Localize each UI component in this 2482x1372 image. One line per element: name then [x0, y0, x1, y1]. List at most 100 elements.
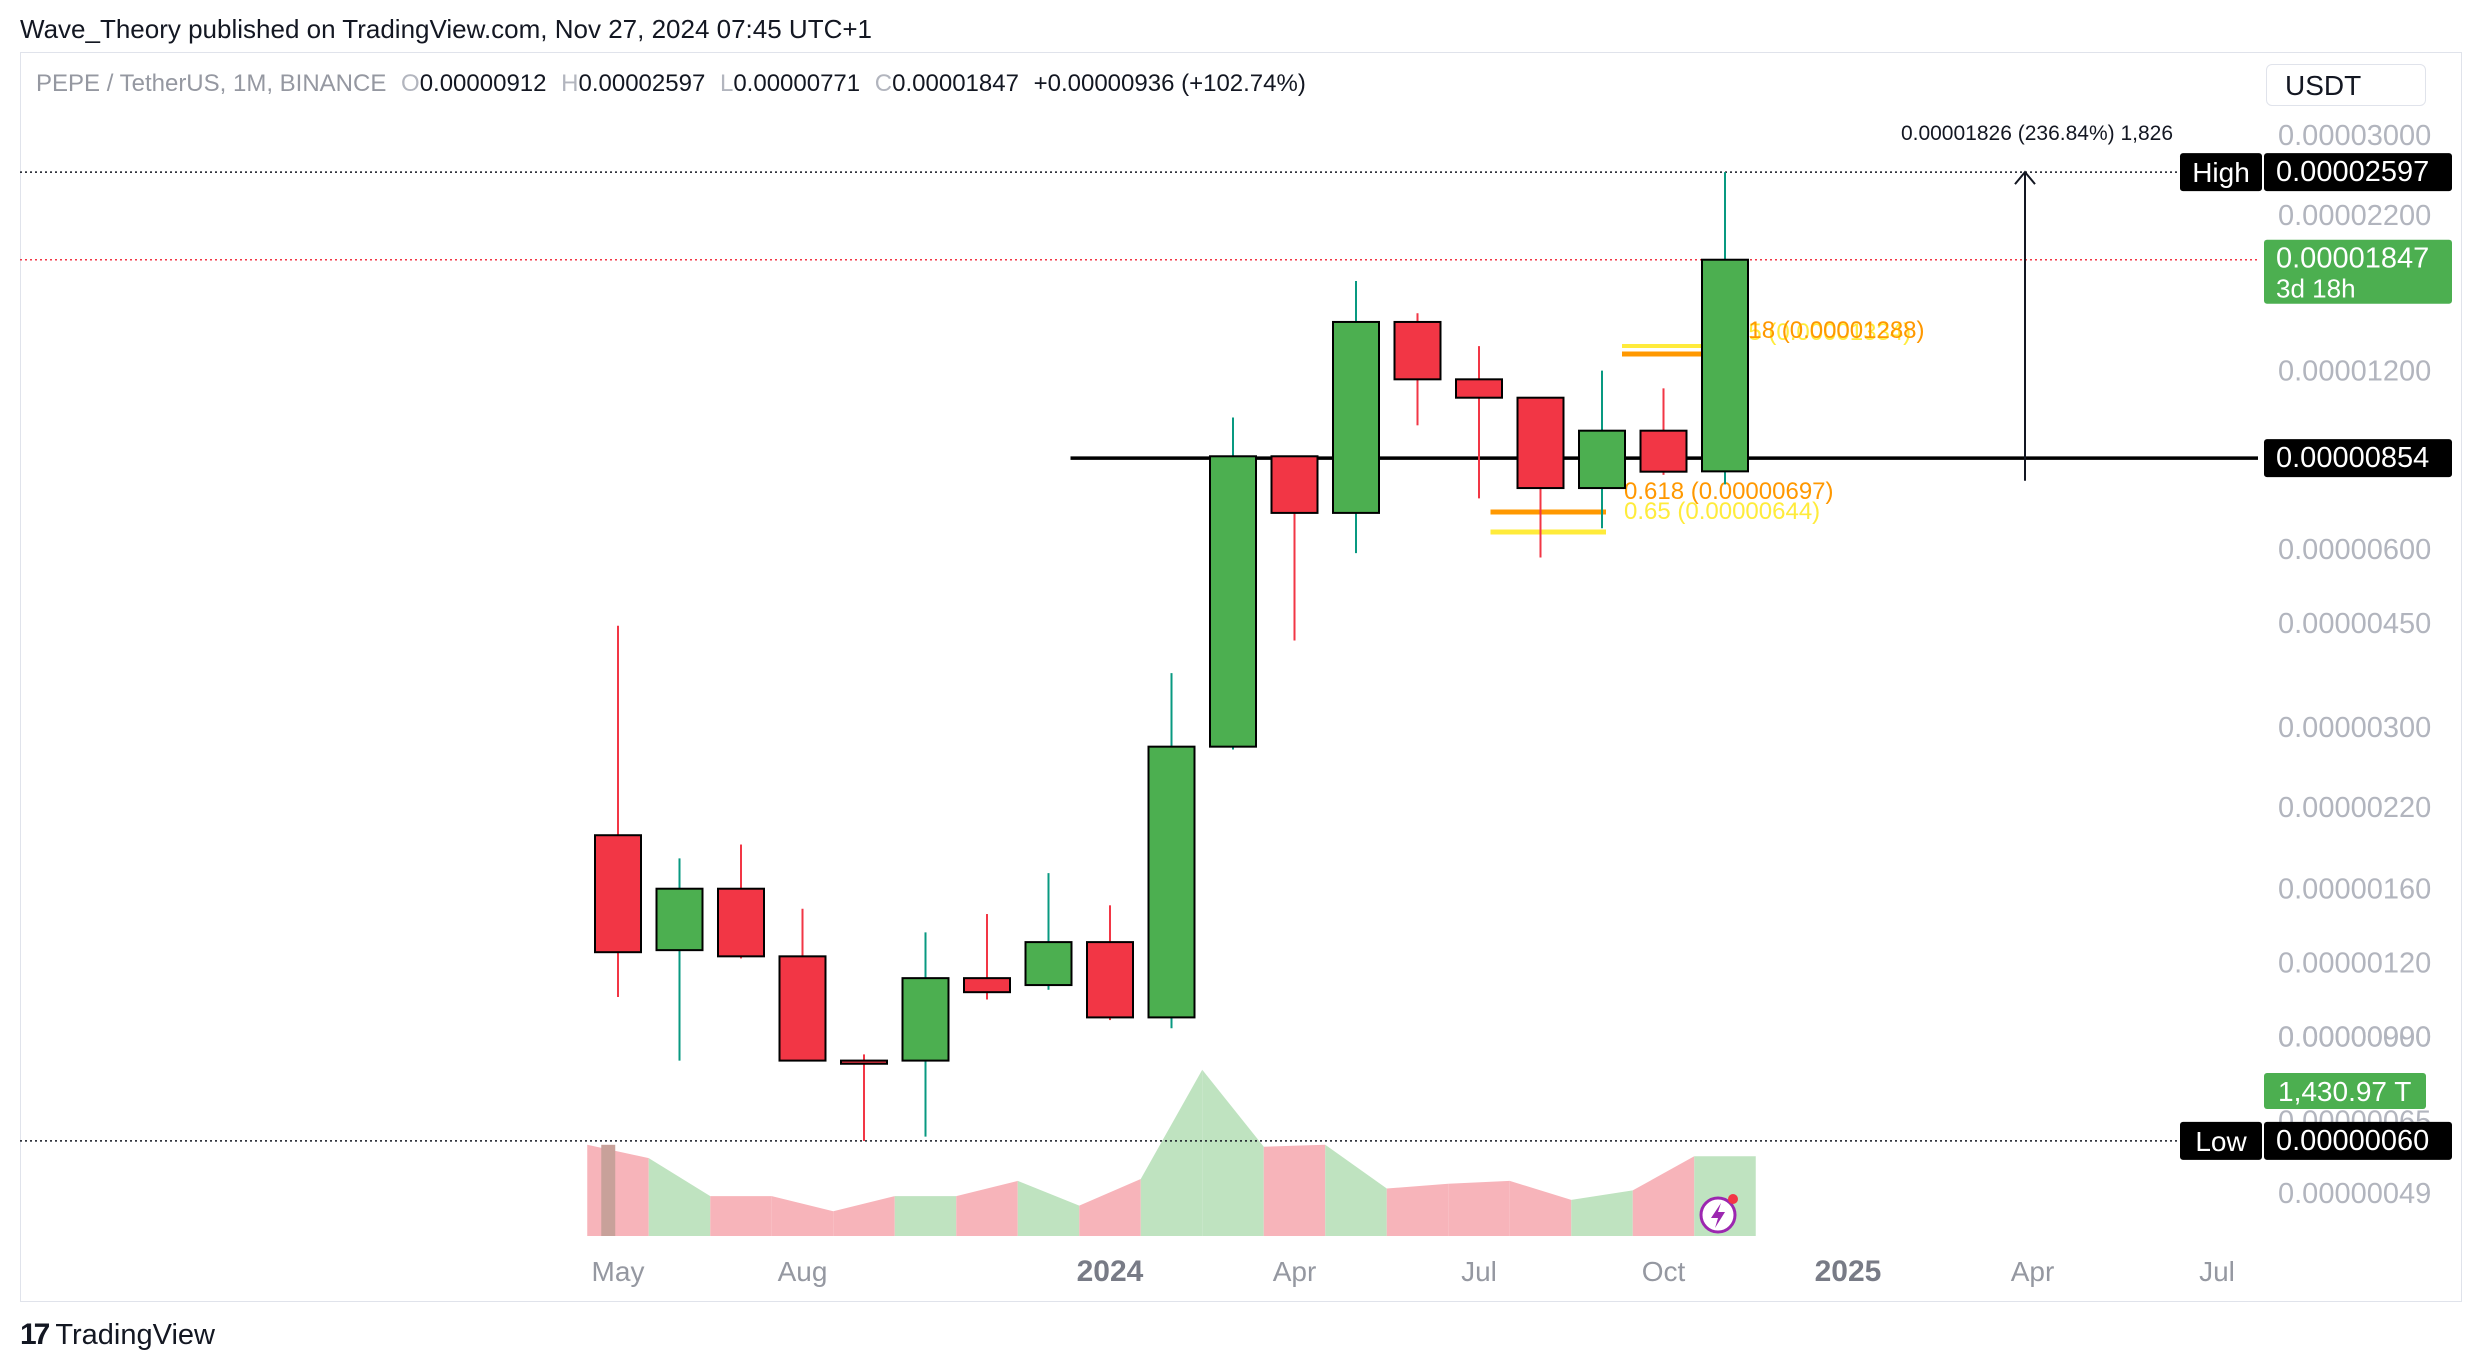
price-tick: 0.00000090	[2278, 1022, 2431, 1054]
low-label-tag-bg	[2180, 1121, 2262, 1160]
brand-label: TradingView	[55, 1318, 215, 1351]
lightning-icon[interactable]	[1699, 1194, 1738, 1234]
candle-2024-06	[1393, 313, 1442, 426]
price-tick: 0.00000450	[2278, 608, 2431, 640]
ohlc-legend: PEPE / TetherUS, 1M, BINANCE O0.00000912…	[36, 70, 1306, 98]
chart-frame	[20, 52, 2462, 1302]
candle-body	[1024, 941, 1073, 987]
candle-2023-06	[655, 858, 704, 1061]
candle-body	[1209, 455, 1257, 748]
volume-accent	[601, 1144, 616, 1236]
candle-body	[1701, 258, 1749, 473]
fib-0618-upper-label: 0.618 (0.00001288)	[1715, 317, 1925, 344]
support-label-text: 0.00000854	[2276, 442, 2429, 474]
currency-selector[interactable]: USDT	[2266, 64, 2426, 106]
fibonacci-levels: 0.65 (0.00001334)0.618 (0.00001288)0.618…	[1490, 317, 1925, 535]
volume-area	[587, 1069, 1756, 1236]
price-tick: 0.00000049	[2278, 1178, 2431, 1210]
volume-segment	[894, 1196, 957, 1236]
volume-segment	[833, 1196, 895, 1236]
volume-segment	[710, 1196, 772, 1236]
volume-segment	[1202, 1069, 1264, 1236]
price-tick: 0.00000160	[2278, 874, 2431, 906]
candle-body	[1086, 941, 1134, 1019]
candle-body	[1270, 455, 1319, 514]
candle-2024-08	[1516, 396, 1565, 558]
volume-label-bg	[2264, 1073, 2426, 1109]
candle-2024-10	[1639, 388, 1688, 475]
volume-segment	[1017, 1180, 1080, 1236]
price-tick: 0.00001200	[2278, 356, 2431, 388]
candle-body	[1455, 378, 1503, 399]
volume-segment	[1448, 1180, 1510, 1236]
candle-2023-12	[1024, 873, 1073, 990]
open-label: O	[401, 70, 420, 97]
candle-body	[901, 977, 950, 1062]
candle-2024-11	[1701, 172, 1749, 485]
candle-body	[594, 834, 642, 954]
time-tick: Jul	[1461, 1256, 1497, 1287]
price-tick: 0.00002200	[2278, 200, 2431, 232]
volume-segment	[1386, 1183, 1449, 1236]
fib-0618-lower-label: 0.618 (0.00000697)	[1624, 478, 1834, 505]
candle-2024-07	[1455, 346, 1503, 499]
measure-tool: 0.00001826 (236.84%) 1,826	[1901, 122, 2173, 481]
price-tick: 0.00000300	[2278, 712, 2431, 744]
candle-body	[717, 887, 765, 958]
volume-segment	[771, 1196, 834, 1236]
time-tick: May	[592, 1256, 645, 1287]
high-label-tag-bg	[2180, 153, 2262, 192]
time-tick: 2024	[1077, 1255, 1144, 1288]
price-tick: 0.00000220	[2278, 792, 2431, 824]
candle-body	[963, 977, 1011, 994]
low-value: 0.00000771	[733, 70, 861, 97]
time-tick: Jul	[2199, 1256, 2235, 1287]
time-tick: 2025	[1815, 1255, 1882, 1288]
tv-mark-icon: 17	[20, 1318, 50, 1351]
candle-2024-09	[1578, 370, 1626, 529]
candle-2023-11	[963, 914, 1011, 1000]
candle-2023-05	[594, 625, 642, 998]
candle-body	[840, 1059, 888, 1065]
current-price-label-bg	[2264, 239, 2452, 304]
candle-2024-01	[1086, 905, 1134, 1021]
candle-body	[778, 955, 827, 1062]
current-price-label-text: 0.00001847	[2276, 243, 2429, 275]
candle-body	[1147, 745, 1196, 1019]
symbol-label[interactable]: PEPE / TetherUS, 1M, BINANCE	[36, 70, 387, 97]
high-label-bg	[2264, 153, 2452, 192]
volume-segment	[956, 1180, 1018, 1236]
volume-segment	[1263, 1144, 1326, 1236]
price-tick: 0.00000600	[2278, 534, 2431, 566]
candle-2023-10	[901, 932, 950, 1137]
candle-body	[1332, 320, 1380, 514]
high-label-tag: High	[2192, 157, 2250, 188]
volume-segment	[587, 1144, 649, 1236]
candle-2024-03	[1209, 417, 1257, 750]
candle-2024-02	[1147, 673, 1196, 1029]
high-label: H	[561, 70, 579, 97]
low-label-text: 0.00000060	[2276, 1125, 2429, 1157]
time-tick: Apr	[1273, 1256, 1317, 1287]
volume-label-text: 1,430.97 T	[2278, 1076, 2411, 1107]
price-tick-obscured: 0.00000900	[2278, 1022, 2431, 1054]
support-label-bg	[2264, 439, 2452, 478]
open-value: 0.00000912	[419, 70, 547, 97]
volume-segment	[1325, 1144, 1387, 1236]
candle-2023-08	[778, 908, 827, 1062]
high-label-text: 0.00002597	[2276, 156, 2429, 188]
candle-2024-04	[1270, 455, 1319, 641]
tradingview-logo[interactable]: 17 TradingView	[20, 1318, 215, 1352]
time-axis: May Aug 2024 Apr Jul Oct 2025 Apr Jul	[592, 1255, 2235, 1288]
candle-body	[1639, 429, 1688, 473]
candle-2024-05	[1332, 281, 1380, 554]
low-label: L	[719, 70, 734, 97]
volume-segment	[1509, 1180, 1572, 1236]
volume-segment	[1632, 1156, 1695, 1236]
low-label-bg	[2264, 1121, 2452, 1160]
measure-label: 0.00001826 (236.84%) 1,826	[1901, 122, 2173, 145]
price-axis: 0.00003000 0.00002200 0.00001200 0.00000600…	[2278, 120, 2431, 1210]
candle-body	[1578, 429, 1626, 490]
